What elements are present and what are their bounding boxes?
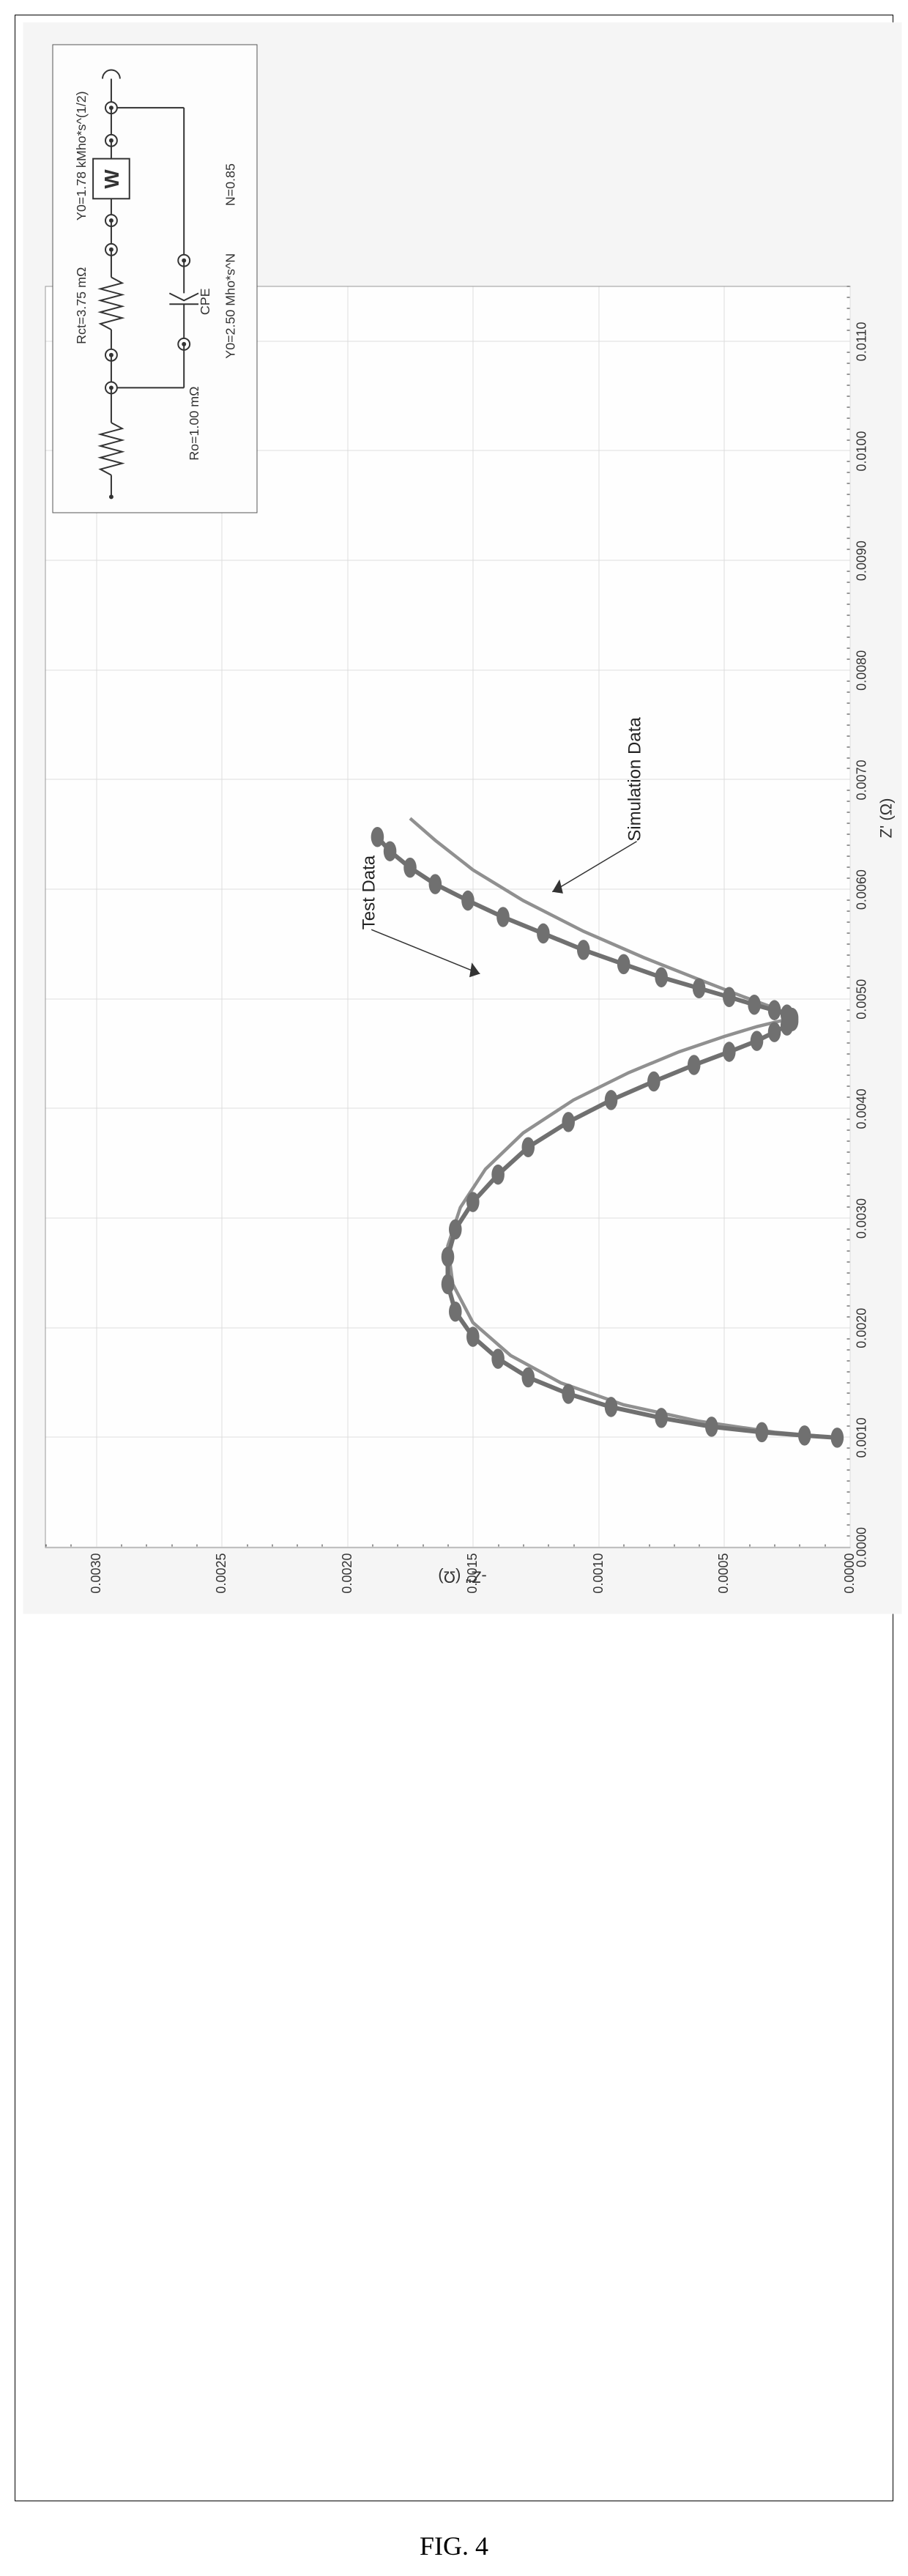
y-tick-label: 0.0025 <box>214 1548 229 1594</box>
series-marker <box>688 1055 701 1075</box>
ro-label: Ro=1.00 mΩ <box>187 386 201 460</box>
series-marker <box>705 1417 718 1437</box>
series-marker <box>466 1192 480 1212</box>
warburg-symbol: W <box>100 169 123 189</box>
series-marker <box>442 1247 455 1267</box>
series-marker <box>655 968 668 988</box>
x-tick-label: 0.0060 <box>850 869 870 910</box>
series-marker <box>384 841 397 861</box>
series-marker <box>723 1042 736 1062</box>
series-marker <box>756 1422 769 1443</box>
series-marker <box>647 1072 660 1092</box>
x-tick-label: 0.0070 <box>850 760 870 800</box>
annotation-label: Test Data <box>360 855 380 929</box>
series-marker <box>449 1220 462 1240</box>
y-tick-label: 0.0020 <box>340 1548 355 1594</box>
series-marker <box>693 979 706 999</box>
series-marker <box>768 1022 781 1042</box>
cpe-label: CPE <box>198 288 212 315</box>
series-marker <box>537 924 550 944</box>
y-axis-label: -Z'' (Ω) <box>438 1567 486 1586</box>
gridline-horizontal <box>850 287 851 1548</box>
warburg-y0-label: Y0=1.78 kMho*s^(1/2) <box>74 91 89 220</box>
x-tick-label: 0.0110 <box>850 322 870 361</box>
series-marker <box>798 1425 811 1446</box>
series-marker <box>831 1428 844 1448</box>
x-tick-label: 0.0090 <box>850 541 870 581</box>
series-marker <box>577 940 590 960</box>
series-line <box>377 837 837 1438</box>
series-marker <box>491 1348 505 1369</box>
series-marker <box>522 1137 535 1158</box>
series-marker <box>617 954 630 975</box>
y-tick-label: 0.0005 <box>716 1548 732 1594</box>
cpe-y0-label: Y0=2.50 Mho*s^N <box>223 253 238 359</box>
series-marker <box>605 1397 618 1417</box>
rct-label: Rct=3.75 mΩ <box>74 267 89 344</box>
figure-caption: FIG. 4 <box>15 2531 893 2561</box>
cpe-n-label: N=0.85 <box>223 163 238 206</box>
equivalent-circuit-inset: W <box>53 45 258 513</box>
series-marker <box>781 1004 794 1025</box>
series-marker <box>442 1274 455 1295</box>
x-tick-label: 0.0080 <box>850 650 870 691</box>
series-marker <box>449 1302 462 1322</box>
figure-container: 0.00000.00050.00100.00150.00200.00250.00… <box>15 15 893 2501</box>
x-tick-label: 0.0010 <box>850 1417 870 1458</box>
series-marker <box>371 827 384 847</box>
x-axis-label: Z' (Ω) <box>877 798 896 839</box>
series-marker <box>461 891 475 911</box>
series-marker <box>605 1090 618 1110</box>
series-marker <box>723 987 736 1007</box>
series-marker <box>403 858 417 878</box>
series-marker <box>751 1031 764 1051</box>
series-marker <box>491 1165 505 1185</box>
series-marker <box>466 1326 480 1347</box>
series-marker <box>562 1112 575 1132</box>
x-tick-label: 0.0000 <box>850 1527 870 1567</box>
rotated-plot-wrapper: 0.00000.00050.00100.00150.00200.00250.00… <box>23 23 902 1614</box>
circuit-svg: W <box>53 45 257 513</box>
series-marker <box>748 995 761 1015</box>
x-tick-label: 0.0040 <box>850 1088 870 1129</box>
x-tick-label: 0.0050 <box>850 979 870 1020</box>
x-tick-label: 0.0100 <box>850 431 870 471</box>
annotation-label: Simulation Data <box>625 717 645 841</box>
chart-outer: 0.00000.00050.00100.00150.00200.00250.00… <box>23 23 902 1614</box>
series-marker <box>562 1384 575 1404</box>
series-marker <box>655 1408 668 1428</box>
series-marker <box>496 907 510 927</box>
series-marker <box>768 1000 781 1020</box>
y-tick-label: 0.0030 <box>89 1548 104 1594</box>
y-tick-label: 0.0010 <box>591 1548 606 1594</box>
x-tick-label: 0.0030 <box>850 1198 870 1239</box>
series-marker <box>429 874 442 894</box>
x-tick-label: 0.0020 <box>850 1308 870 1348</box>
series-marker <box>522 1367 535 1388</box>
